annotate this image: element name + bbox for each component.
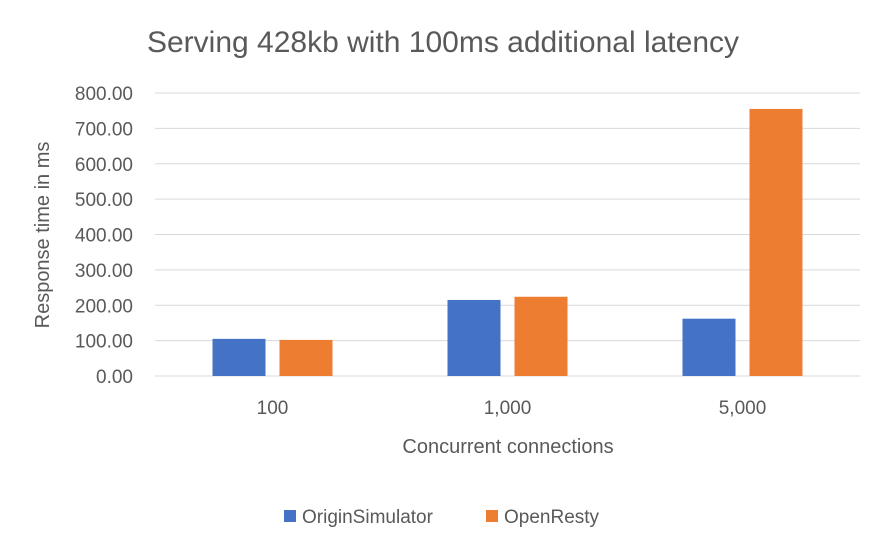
legend: OriginSimulator OpenResty — [284, 507, 600, 528]
bar-originsimulator-100 — [212, 338, 266, 376]
legend-swatch-originsimulator — [284, 510, 296, 522]
y-tick-label: 200.00 — [75, 296, 133, 317]
legend-swatch-openresty — [486, 510, 498, 522]
y-tick-label: 500.00 — [75, 190, 133, 211]
y-tick-label: 300.00 — [75, 261, 133, 282]
chart-title: Serving 428kb with 100ms additional late… — [147, 26, 739, 59]
x-tick-label: 5,000 — [719, 398, 767, 419]
y-axis-label: Response time in ms — [32, 142, 54, 329]
x-axis-ticks: 100 1,000 5,000 — [257, 398, 767, 419]
bar-openresty-100 — [279, 339, 333, 376]
x-tick-label: 1,000 — [484, 398, 532, 419]
y-tick-label: 600.00 — [75, 155, 133, 176]
y-tick-label: 800.00 — [75, 84, 133, 105]
bars — [212, 108, 803, 376]
legend-label-openresty: OpenResty — [504, 507, 600, 528]
y-tick-label: 700.00 — [75, 119, 133, 140]
bar-openresty-1000 — [514, 296, 568, 376]
bar-openresty-5000 — [749, 108, 803, 376]
gridlines — [155, 92, 860, 377]
legend-label-originsimulator: OriginSimulator — [302, 507, 434, 528]
y-tick-label: 400.00 — [75, 226, 133, 247]
x-tick-label: 100 — [257, 398, 289, 419]
y-tick-label: 0.00 — [96, 367, 133, 388]
x-axis-label: Concurrent connections — [402, 436, 613, 458]
bar-originsimulator-1000 — [447, 299, 501, 376]
bar-originsimulator-5000 — [682, 318, 736, 376]
y-tick-label: 100.00 — [75, 332, 133, 353]
y-axis-ticks: 0.00 100.00 200.00 300.00 400.00 500.00 600.00… — [75, 84, 133, 388]
